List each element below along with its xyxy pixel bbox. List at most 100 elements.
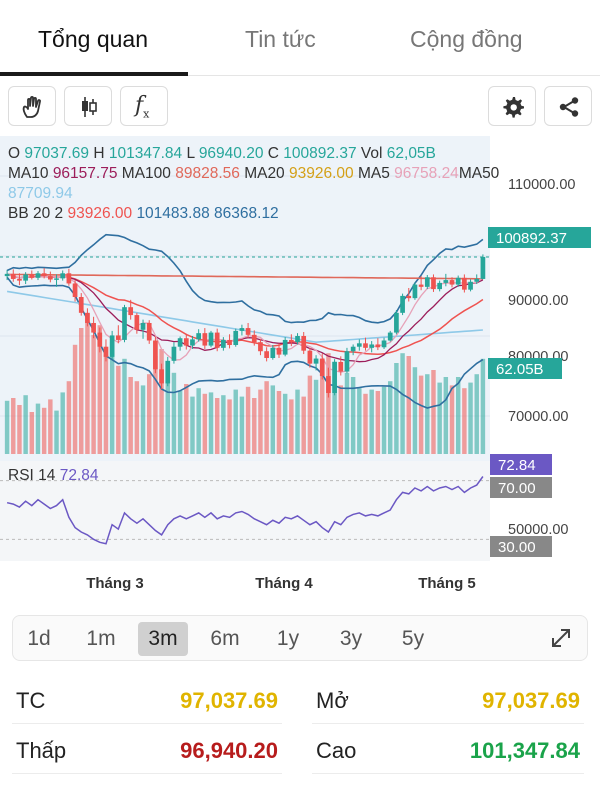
volume-bar	[202, 393, 208, 454]
volume-bar	[29, 412, 35, 454]
volume-bar	[252, 398, 257, 454]
top-tabs: Tổng quan Tin tức Cộng đồng	[0, 0, 600, 76]
volume-bar	[190, 396, 195, 454]
candle-body	[233, 330, 239, 346]
price-chart[interactable]: 110000.00 90000.00 80000.00 70000.00 50000.0…	[0, 136, 600, 606]
range-5y[interactable]: 5y	[401, 627, 425, 650]
volume-bar	[431, 370, 436, 454]
candle-body	[326, 376, 331, 394]
candle-body	[443, 280, 449, 283]
candle-body	[258, 342, 263, 352]
ma20-line	[6, 273, 484, 356]
candle-body	[202, 333, 208, 346]
candle-body	[140, 322, 146, 330]
candle-body	[369, 344, 375, 348]
candle-body	[214, 332, 220, 348]
volume-bar	[97, 325, 103, 454]
tab-overview[interactable]: Tổng quan	[38, 26, 148, 52]
stat-high: Cao 101,347.84	[312, 724, 584, 774]
settings-button[interactable]	[488, 86, 536, 126]
candle-body	[332, 361, 337, 394]
ma10-line	[6, 273, 484, 363]
candle-body	[17, 278, 22, 281]
chart-toolbar: fx	[0, 80, 600, 132]
volume-bar	[79, 328, 84, 454]
volume-bar	[301, 396, 306, 454]
stat-low-label: Thấp	[16, 738, 67, 763]
candlestick-button[interactable]	[64, 86, 112, 126]
candle-body	[381, 340, 387, 348]
share-button[interactable]	[544, 86, 592, 126]
volume-bar	[233, 389, 238, 454]
volume-bar	[313, 379, 319, 454]
volume-bar	[227, 399, 232, 454]
indicator-function-button[interactable]: fx	[120, 86, 168, 126]
candle-body	[313, 358, 319, 364]
hand-button[interactable]	[8, 86, 56, 126]
candle-body	[153, 340, 158, 370]
stat-high-label: Cao	[316, 738, 357, 763]
candle-body	[462, 277, 467, 290]
candle-body	[60, 273, 66, 279]
volume-bar	[270, 385, 276, 454]
candle-body	[307, 350, 313, 364]
tab-news[interactable]: Tin tức	[245, 26, 316, 52]
stat-low-value: 96,940.20	[180, 738, 278, 763]
candle-body	[431, 277, 436, 290]
range-3y[interactable]: 3y	[339, 627, 363, 650]
candle-body	[424, 277, 430, 287]
range-6m[interactable]: 6m	[210, 627, 240, 650]
chart-canvas[interactable]: 110000.0090000.0080000.0070000.0050000.0…	[0, 136, 600, 606]
volume-bar	[23, 395, 28, 454]
volume-bar	[474, 374, 479, 454]
volume-bar	[375, 391, 381, 454]
y-axis-tick-label: 110000.00	[508, 177, 575, 193]
volume-bar	[449, 385, 455, 454]
volume-bar	[122, 358, 127, 454]
range-3m[interactable]: 3m	[138, 622, 188, 656]
candle-body	[91, 322, 96, 333]
volume-bar	[245, 386, 251, 454]
volume-bar	[4, 400, 10, 454]
candle-body	[177, 338, 183, 347]
volume-bar	[344, 372, 350, 454]
rsi-legend: RSI 14 72.84	[8, 467, 99, 484]
volume-bar	[54, 410, 59, 454]
range-1m[interactable]: 1m	[86, 627, 116, 650]
volume-bar	[369, 389, 374, 454]
volume-bar	[289, 399, 294, 454]
volume-bar	[412, 367, 418, 454]
range-1y[interactable]: 1y	[276, 627, 300, 650]
volume-bar	[184, 384, 189, 454]
expand-icon[interactable]	[549, 626, 573, 650]
candle-body	[72, 283, 78, 298]
candle-body	[183, 338, 189, 346]
tab-community[interactable]: Cộng đồng	[410, 26, 523, 52]
stat-high-value: 101,347.84	[469, 738, 580, 763]
range-selector: 1d 1m 3m 6m 1y 3y 5y	[12, 615, 588, 661]
volume-bar	[326, 353, 331, 454]
range-1d[interactable]: 1d	[27, 627, 51, 650]
last-price-badge-box	[488, 227, 591, 248]
rsi-30-badge: 30.00	[498, 539, 536, 556]
x-axis-tick-label: Tháng 4	[255, 575, 313, 592]
volume-bar	[462, 388, 467, 454]
volume-badge-box	[488, 358, 562, 379]
candle-body	[375, 344, 381, 348]
candle-body	[78, 297, 84, 313]
volume-bar	[468, 382, 473, 454]
volume-bar	[387, 381, 393, 454]
volume-bar	[146, 374, 152, 454]
volume-bar	[66, 381, 72, 454]
active-tab-indicator	[0, 72, 188, 76]
rsi-30-badge-box	[490, 536, 552, 557]
candle-body	[264, 351, 269, 358]
volume-bar	[48, 399, 53, 454]
candle-body	[295, 335, 300, 343]
stat-tc-label: TC	[16, 688, 46, 713]
stat-tc: TC 97,037.69	[12, 674, 282, 724]
candle-body	[97, 332, 103, 347]
bb-legend: BB 20 2 93926.00 101483.88 86368.12	[8, 205, 279, 222]
volume-bar	[140, 385, 146, 454]
volume-bar	[363, 393, 368, 454]
